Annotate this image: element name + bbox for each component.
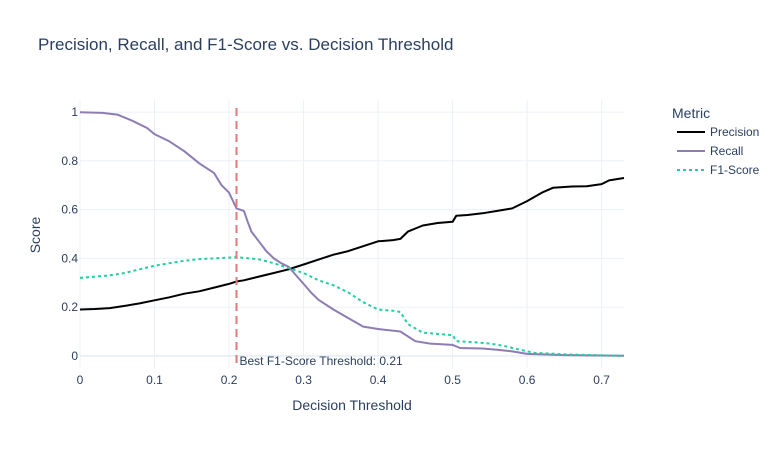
x-tick-label: 0.4	[370, 373, 387, 387]
series-line-f1-score	[79, 256, 625, 357]
y-tick-label: 0	[71, 349, 78, 363]
x-tick-label: 0.5	[444, 373, 461, 387]
legend-label: Recall	[710, 144, 743, 158]
annotation-layer: Best F1-Score Threshold: 0.21	[235, 108, 403, 368]
x-axis-ticks: 0 0.1 0.2 0.3 0.4 0.5 0.6 0.7	[77, 373, 611, 387]
y-tick-label: 0.6	[61, 203, 78, 217]
y-tick-label: 0.4	[61, 251, 78, 265]
x-tick-label: 0	[77, 373, 84, 387]
series-line-precision	[79, 177, 625, 311]
legend-label: F1-Score	[710, 163, 760, 177]
y-axis-title: Score	[27, 217, 43, 254]
chart-title: Precision, Recall, and F1-Score vs. Deci…	[38, 35, 453, 54]
x-tick-label: 0.3	[295, 373, 312, 387]
x-tick-label: 0.2	[221, 373, 238, 387]
y-tick-label: 0.2	[61, 300, 78, 314]
legend-title: Metric	[672, 105, 710, 121]
x-tick-label: 0.6	[519, 373, 536, 387]
legend: Metric Precision Recall F1-Score	[672, 105, 760, 177]
x-tick-label: 0.1	[146, 373, 163, 387]
y-axis-ticks: 0 0.2 0.4 0.6 0.8 1	[61, 105, 78, 363]
x-axis-title: Decision Threshold	[292, 397, 412, 413]
x-tick-label: 0.7	[593, 373, 610, 387]
y-tick-label: 0.8	[61, 154, 78, 168]
threshold-annotation-label: Best F1-Score Threshold: 0.21	[239, 354, 403, 368]
y-tick-label: 1	[71, 105, 78, 119]
grid	[79, 100, 624, 368]
legend-label: Precision	[710, 125, 759, 139]
series-line-recall	[79, 111, 625, 357]
series-layer	[79, 111, 625, 357]
